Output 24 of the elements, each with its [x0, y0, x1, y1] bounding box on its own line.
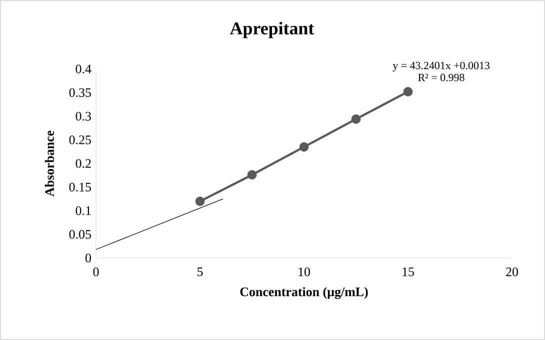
y-axis-title: Absorbance: [44, 130, 54, 196]
point: [299, 142, 309, 152]
y-tick-label: 0.15: [69, 182, 91, 192]
point: [195, 196, 205, 206]
y-tick-label: 0.2: [76, 159, 91, 168]
y-tick-label: 0.1: [76, 206, 91, 216]
x-tick-label: 15: [402, 268, 414, 276]
y-tick-label: 0.35: [69, 88, 91, 98]
y-tick-label: 0.25: [69, 135, 91, 144]
x-tick-label: 20: [506, 268, 518, 276]
y-tick-label: 0.05: [69, 230, 91, 239]
x-tick-label: 5: [198, 268, 203, 276]
x-tick-label: 0: [93, 268, 99, 276]
annotation: y = 43.2401x +0.0013: [392, 62, 490, 72]
point: [247, 170, 257, 180]
x-tick-label: 10: [298, 268, 310, 276]
x-axis-title: Concentration (µg/mL): [240, 287, 368, 299]
y-tick-label: 0.4: [76, 64, 92, 74]
annotation: R² = 0.998: [418, 74, 464, 82]
y-tick-label: 0: [86, 254, 91, 262]
y-tick-label: 0.3: [76, 112, 91, 121]
point: [351, 114, 361, 124]
chart-title: Aprepitant: [230, 22, 314, 38]
point: [403, 87, 413, 96]
